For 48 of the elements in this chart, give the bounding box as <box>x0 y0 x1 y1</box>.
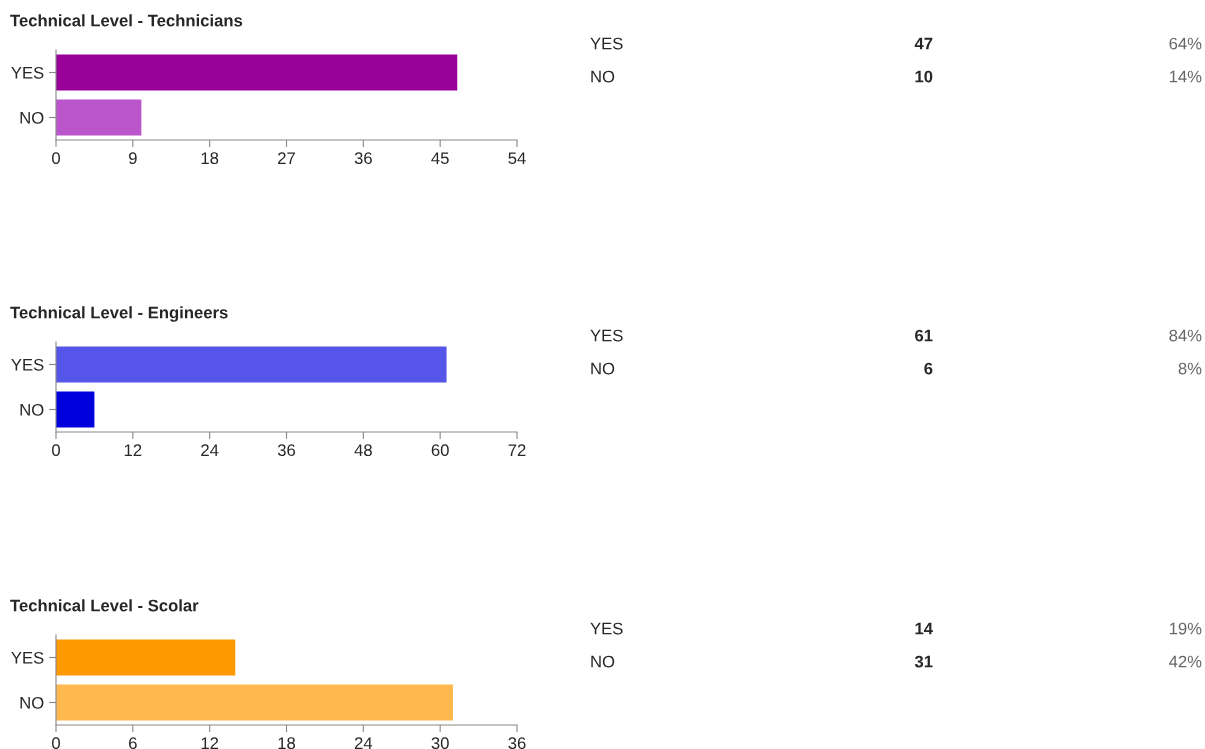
x-tick-label: 18 <box>201 152 219 165</box>
text: 61 <box>915 329 933 342</box>
x-tick-label: 12 <box>201 737 219 749</box>
text: 6 <box>924 362 933 375</box>
x-tick-label: 45 <box>431 152 449 165</box>
x-tick-label: 9 <box>128 152 137 165</box>
y-tick-label: YES <box>11 651 44 664</box>
category-label: YES <box>590 329 623 342</box>
y-tick-label: NO <box>20 111 44 124</box>
text: 64% <box>1169 37 1202 50</box>
chart-title: Technical Level - Engineers <box>10 306 228 322</box>
text: 19% <box>1169 622 1202 635</box>
text: 10 <box>915 70 933 83</box>
y-tick-label: NO <box>20 403 44 416</box>
category-label: NO <box>591 655 615 668</box>
x-tick-label: 72 <box>508 444 526 456</box>
text: 14 <box>915 622 933 635</box>
category-label: YES <box>590 622 623 635</box>
x-tick-label: 27 <box>278 152 295 164</box>
y-tick-label: NO <box>20 696 44 709</box>
category-label: YES <box>590 37 623 50</box>
text: 14% <box>1169 70 1202 83</box>
chart-title: Technical Level - Technicians <box>10 14 243 27</box>
x-tick-label: 36 <box>508 737 526 749</box>
x-tick-label: 0 <box>52 737 60 749</box>
x-tick-label: 48 <box>354 444 372 457</box>
chart-title: Technical Level - Scolar <box>10 599 199 612</box>
text: 31 <box>914 655 933 668</box>
text: 42% <box>1169 655 1202 668</box>
x-tick-label: 36 <box>277 444 296 457</box>
x-tick-label: 18 <box>278 737 296 749</box>
x-tick-label: 12 <box>124 444 142 456</box>
category-label: NO <box>591 70 615 83</box>
y-tick-label: YES <box>11 66 44 79</box>
x-tick-label: 54 <box>508 152 526 165</box>
category-label: NO <box>591 362 615 375</box>
x-tick-label: 24 <box>201 444 219 456</box>
text: 47 <box>914 37 933 50</box>
text: 84% <box>1169 329 1202 342</box>
x-tick-label: 24 <box>354 737 373 749</box>
x-tick-label: 60 <box>431 444 449 457</box>
x-tick-label: 6 <box>129 737 137 749</box>
x-tick-label: 36 <box>354 152 372 165</box>
x-tick-label: 0 <box>52 444 60 457</box>
text: 8% <box>1178 362 1202 375</box>
y-tick-label: YES <box>11 358 44 371</box>
x-tick-label: 30 <box>431 737 449 749</box>
x-tick-label: 0 <box>52 152 60 165</box>
